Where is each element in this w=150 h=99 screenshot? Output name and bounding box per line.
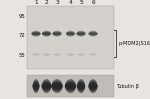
Bar <box>27 6 114 69</box>
Text: 95: 95 <box>19 14 26 19</box>
Ellipse shape <box>33 81 39 91</box>
Ellipse shape <box>42 32 51 35</box>
Ellipse shape <box>52 31 62 37</box>
Ellipse shape <box>76 32 85 36</box>
Text: 72: 72 <box>19 33 26 38</box>
Ellipse shape <box>51 81 63 91</box>
Ellipse shape <box>88 32 98 35</box>
Ellipse shape <box>76 31 85 37</box>
Ellipse shape <box>66 32 75 35</box>
Ellipse shape <box>66 32 75 36</box>
Ellipse shape <box>88 81 98 91</box>
Text: 3: 3 <box>55 0 59 5</box>
Text: 5: 5 <box>79 0 83 5</box>
Ellipse shape <box>42 32 51 36</box>
Text: 1: 1 <box>34 0 38 5</box>
Ellipse shape <box>67 53 74 56</box>
Ellipse shape <box>53 53 61 56</box>
Ellipse shape <box>65 79 76 93</box>
Ellipse shape <box>51 83 63 89</box>
Ellipse shape <box>65 83 76 89</box>
Ellipse shape <box>33 83 39 89</box>
Ellipse shape <box>42 81 51 91</box>
Text: 6: 6 <box>91 0 95 5</box>
Ellipse shape <box>51 79 63 93</box>
Ellipse shape <box>88 79 98 93</box>
Ellipse shape <box>32 53 40 56</box>
Ellipse shape <box>77 83 85 89</box>
Bar <box>27 75 114 97</box>
Ellipse shape <box>88 32 98 36</box>
Ellipse shape <box>43 53 50 56</box>
Ellipse shape <box>32 31 40 37</box>
Ellipse shape <box>52 32 62 35</box>
Text: p-MDM2(S166): p-MDM2(S166) <box>118 41 150 46</box>
Ellipse shape <box>52 32 62 36</box>
Ellipse shape <box>42 83 51 89</box>
Ellipse shape <box>42 31 51 37</box>
Ellipse shape <box>32 32 40 36</box>
Ellipse shape <box>76 32 85 35</box>
Text: 2: 2 <box>45 0 48 5</box>
Ellipse shape <box>88 83 98 89</box>
Ellipse shape <box>66 31 75 37</box>
Text: 4: 4 <box>69 0 72 5</box>
Ellipse shape <box>77 81 85 91</box>
Ellipse shape <box>89 53 97 56</box>
Ellipse shape <box>88 31 98 37</box>
Text: 55: 55 <box>19 53 26 58</box>
Ellipse shape <box>77 79 85 93</box>
Ellipse shape <box>33 79 39 93</box>
Ellipse shape <box>65 81 76 91</box>
Text: Tubulin β: Tubulin β <box>116 84 139 89</box>
Ellipse shape <box>42 79 51 93</box>
Ellipse shape <box>32 32 40 35</box>
Ellipse shape <box>77 53 85 56</box>
